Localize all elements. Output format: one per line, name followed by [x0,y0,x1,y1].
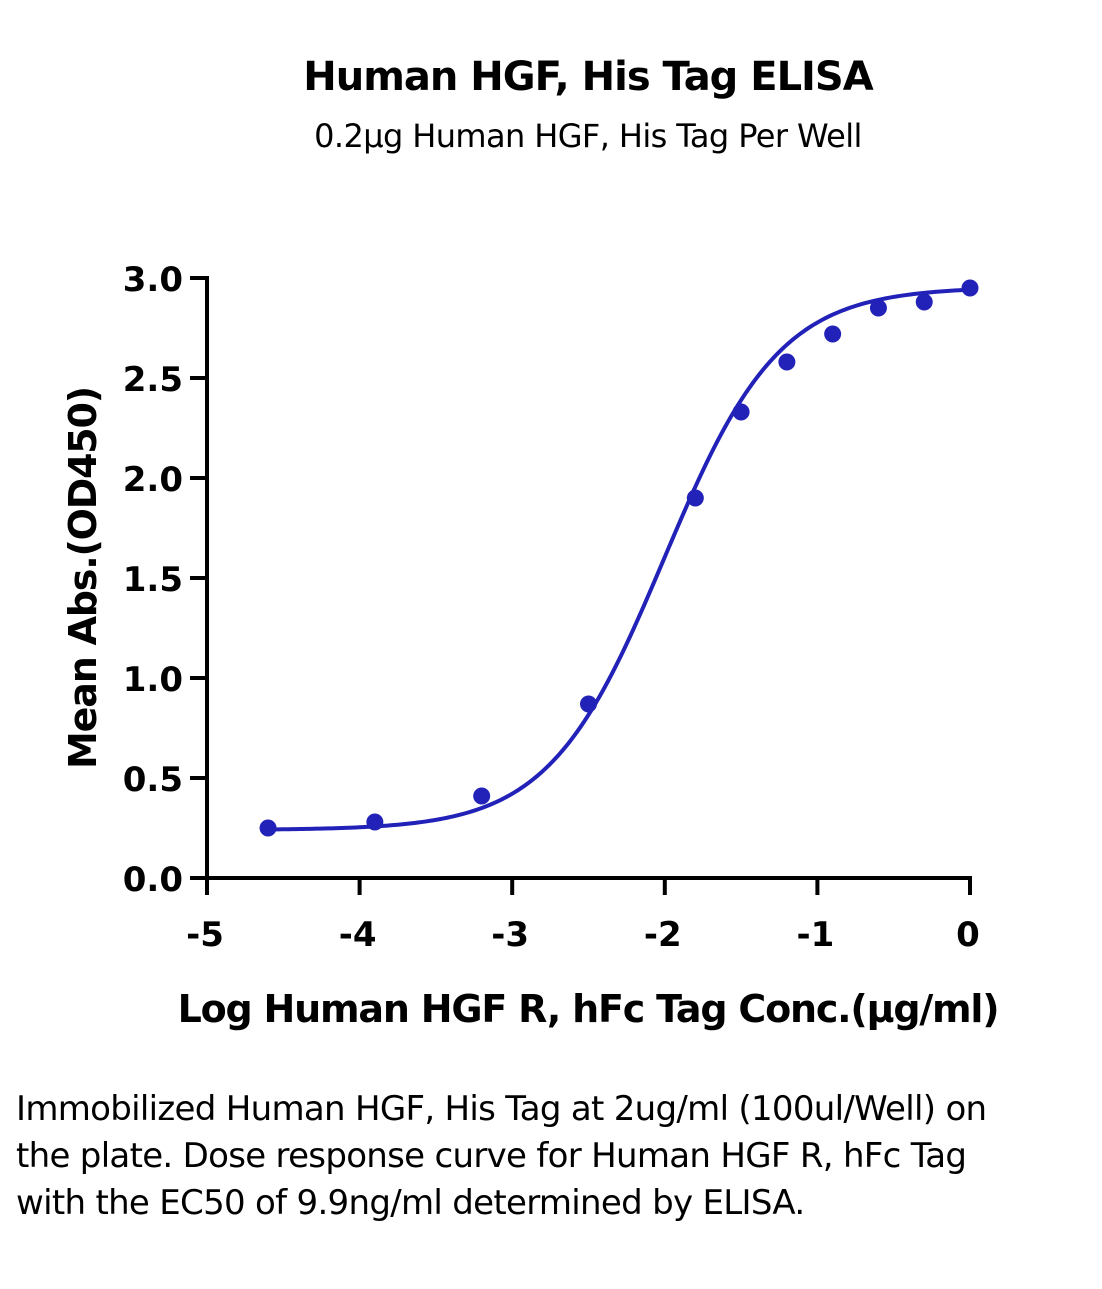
data-point [778,353,796,371]
data-point [686,489,704,507]
fit-curve-layer [268,287,971,832]
data-points-layer [259,279,979,837]
x-tick-label: -3 [491,915,529,955]
x-axis-label: Log Human HGF R, hFc Tag Conc.(μg/ml) [178,987,999,1031]
chart: 0.0 0.5 1.0 1.5 2.0 2.5 3.0 -5 -4 -3 -2 -1 0 Log Hum… [61,260,1000,1031]
data-point [259,819,277,837]
y-tick-label: 0.0 [123,860,183,900]
x-tick-label: -5 [186,915,224,955]
data-point [824,325,842,343]
chart-subtitle: 0.2μg Human HGF, His Tag Per Well [314,117,862,155]
y-tick-label: 0.5 [123,760,183,800]
y-tick-label: 1.5 [123,560,183,600]
data-point [580,695,597,713]
data-point [732,403,750,421]
fit-curve [268,287,971,832]
chart-title: Human HGF, His Tag ELISA [303,54,873,100]
x-tick-label: -4 [339,915,377,955]
y-axis-label: Mean Abs.(OD450) [61,387,105,769]
x-tick-label: -2 [644,915,682,955]
figure-caption: Immobilized Human HGF, His Tag at 2ug/ml… [16,1089,987,1223]
data-point [961,279,979,297]
x-tick-label: 0 [956,915,980,955]
data-point [473,787,491,805]
y-tick-label: 3.0 [123,260,183,300]
chart-axes: 0.0 0.5 1.0 1.5 2.0 2.5 3.0 -5 -4 -3 -2 -1 0 [123,260,980,955]
x-tick-label: -1 [797,915,835,955]
data-point [869,299,887,317]
y-tick-label: 2.5 [123,360,183,400]
data-point [915,293,933,311]
y-tick-label: 1.0 [123,660,183,700]
y-tick-label: 2.0 [123,460,183,500]
data-point [366,813,384,831]
